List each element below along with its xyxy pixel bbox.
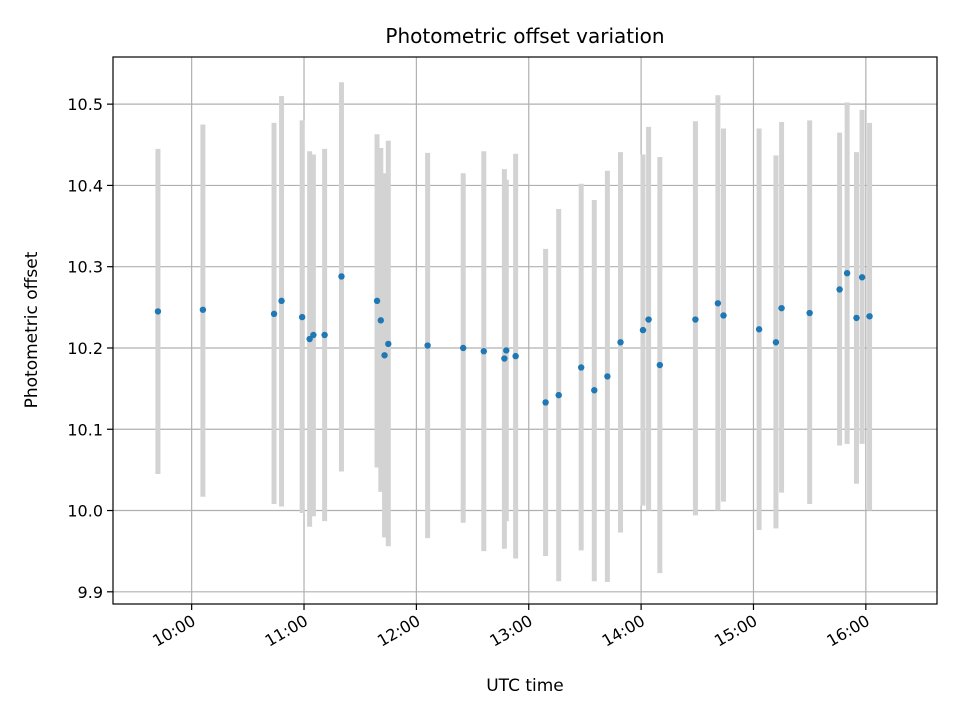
data-point [503, 347, 510, 354]
y-tick-label: 9.9 [78, 583, 103, 602]
plot-frame [112, 56, 938, 605]
data-point [278, 297, 285, 305]
y-tick-label: 10.0 [67, 502, 103, 521]
data-point [306, 335, 313, 343]
data-point [373, 297, 381, 305]
y-tick-label: 10.2 [67, 339, 103, 358]
data-point [460, 344, 467, 352]
data-point [199, 306, 207, 313]
data-point [377, 317, 384, 324]
data-point [381, 352, 388, 359]
y-tick-label: 10.4 [67, 176, 103, 195]
data-point [858, 274, 866, 281]
data-point [836, 286, 843, 293]
data-point [154, 308, 162, 315]
data-point [656, 361, 664, 369]
data-point [714, 300, 722, 307]
data-point [321, 331, 328, 339]
chart-title: Photometric offset variation [385, 24, 664, 48]
data-point [806, 309, 813, 317]
data-point [501, 355, 508, 362]
y-tick-label: 10.1 [67, 420, 103, 439]
y-axis-ticks: 9.9 10.0 10.1 10.2 10.3 10.4 10.5 [67, 95, 113, 602]
data-point [843, 269, 851, 277]
y-tick-label: 10.5 [67, 95, 103, 114]
data-point [866, 313, 873, 320]
data-point [591, 387, 598, 394]
data-point [778, 304, 785, 312]
y-tick-label: 10.3 [67, 258, 103, 277]
y-axis-title: Photometric offset [22, 251, 42, 408]
data-point [424, 342, 431, 349]
data-point [270, 310, 278, 318]
data-points [154, 269, 873, 406]
data-point [617, 339, 624, 346]
data-point [853, 314, 860, 322]
data-point [772, 339, 780, 346]
data-point [542, 399, 549, 406]
data-point [692, 316, 699, 323]
data-point [338, 273, 345, 280]
data-point [720, 312, 727, 319]
data-point [385, 340, 392, 348]
data-point [755, 326, 763, 333]
data-point [298, 313, 306, 321]
data-point [310, 331, 317, 339]
data-point [639, 326, 647, 334]
data-point [604, 373, 611, 380]
data-point [645, 316, 652, 323]
data-point [555, 391, 562, 399]
data-point [577, 364, 585, 371]
data-point [480, 348, 487, 355]
data-point [512, 352, 519, 360]
x-axis-title: UTC time [486, 676, 564, 696]
